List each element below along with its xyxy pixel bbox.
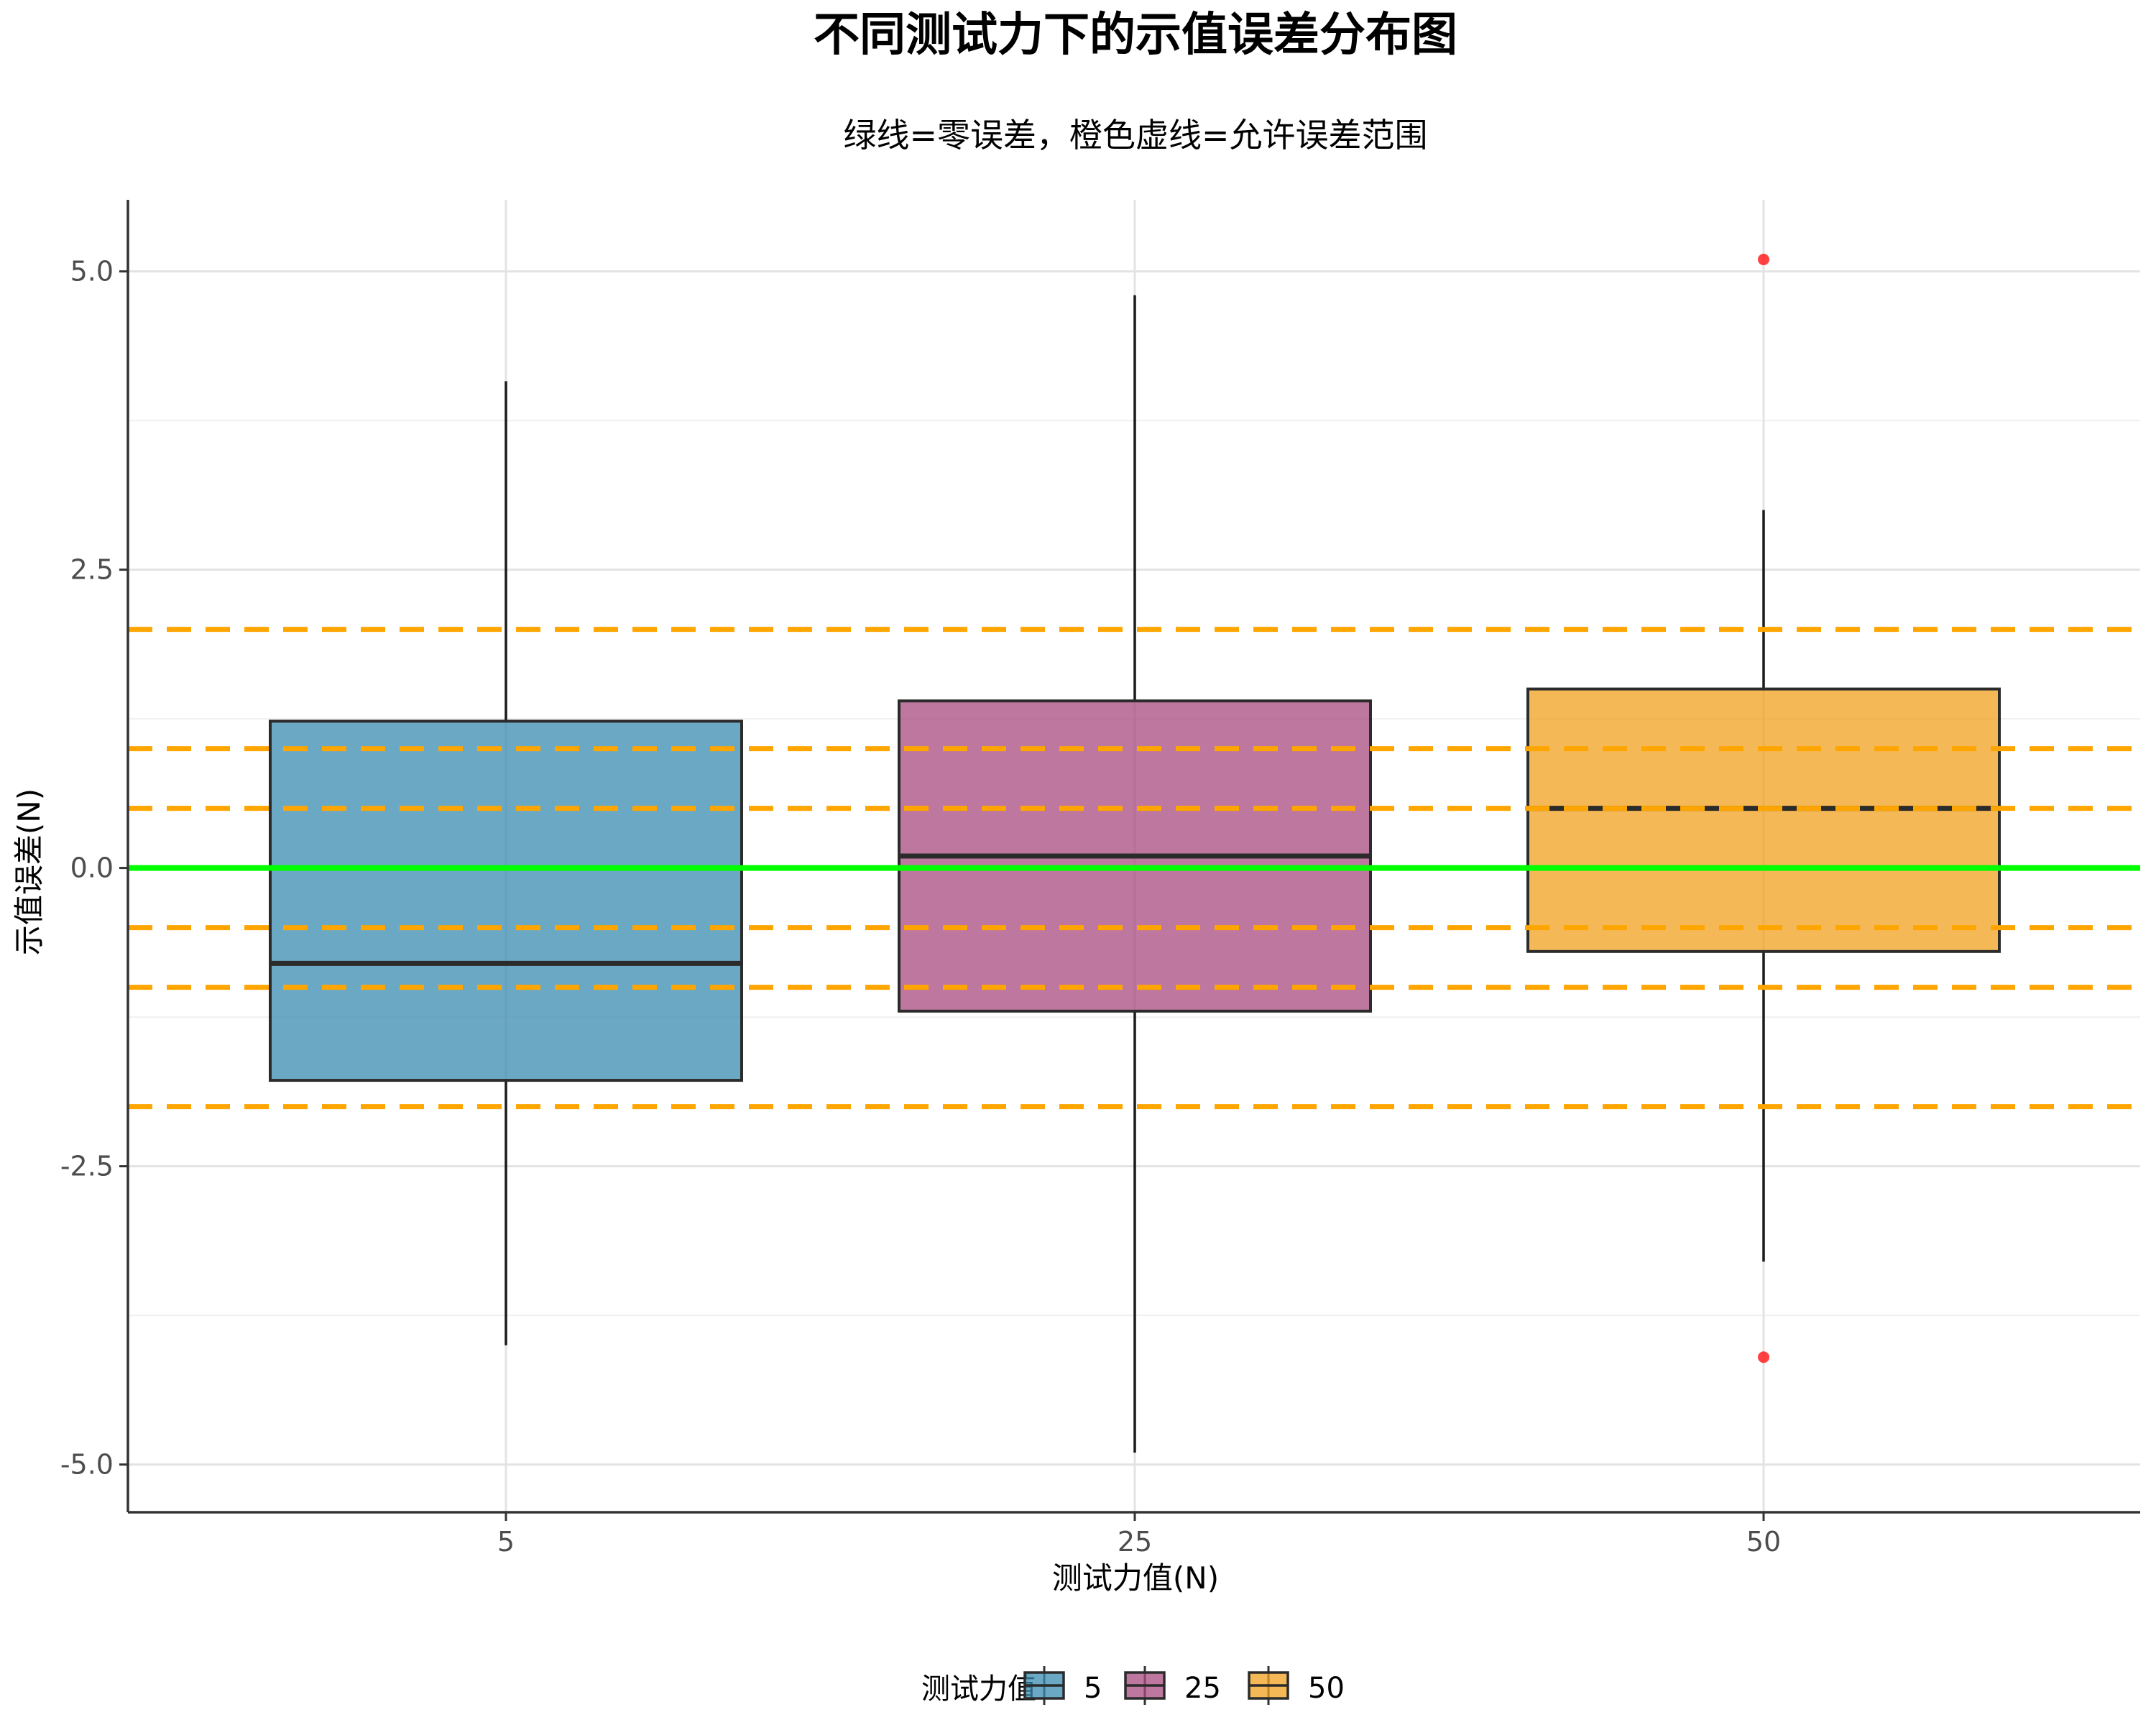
legend-label: 50 [1308, 1672, 1345, 1705]
legend-label: 25 [1184, 1672, 1221, 1705]
chart-title: 不同测试力下的示值误差分布图 [814, 9, 1457, 62]
box-50 [1526, 254, 2001, 1363]
y-tick-label: 5.0 [70, 256, 114, 288]
outlier-point [1758, 254, 1769, 265]
box-series [269, 254, 2001, 1453]
legend-item-5: 5 [1023, 1666, 1102, 1705]
x-axis-label: 测试力值(N) [1052, 1560, 1219, 1596]
x-tick-label: 50 [1746, 1526, 1781, 1558]
y-tick-label: 2.5 [70, 554, 114, 586]
legend-label: 5 [1084, 1672, 1102, 1705]
x-tick-label: 5 [497, 1526, 515, 1558]
outlier-point [1758, 1351, 1769, 1363]
box-body [1526, 687, 2001, 953]
box-5 [269, 381, 743, 1346]
box-25 [898, 295, 1372, 1453]
y-axis-label: 示值误差(N) [11, 788, 47, 955]
box-body [269, 719, 743, 1082]
axes: -5.0 -2.5 0.0 2.5 5.0 5 25 50 [60, 200, 2140, 1558]
y-tick-label: 0.0 [70, 852, 114, 884]
legend-item-50: 50 [1248, 1666, 1345, 1705]
legend-item-25: 25 [1124, 1666, 1221, 1705]
y-tick-label: -2.5 [60, 1151, 114, 1182]
reference-lines [128, 627, 2140, 1110]
legend-title: 测试力值 [921, 1673, 1036, 1706]
x-tick-label: 25 [1118, 1526, 1152, 1558]
y-tick-label: -5.0 [60, 1449, 114, 1481]
chart-subtitle: 绿线=零误差，橙色虚线=允许误差范围 [843, 116, 1427, 155]
legend: 测试力值 5 25 50 [921, 1666, 1345, 1706]
